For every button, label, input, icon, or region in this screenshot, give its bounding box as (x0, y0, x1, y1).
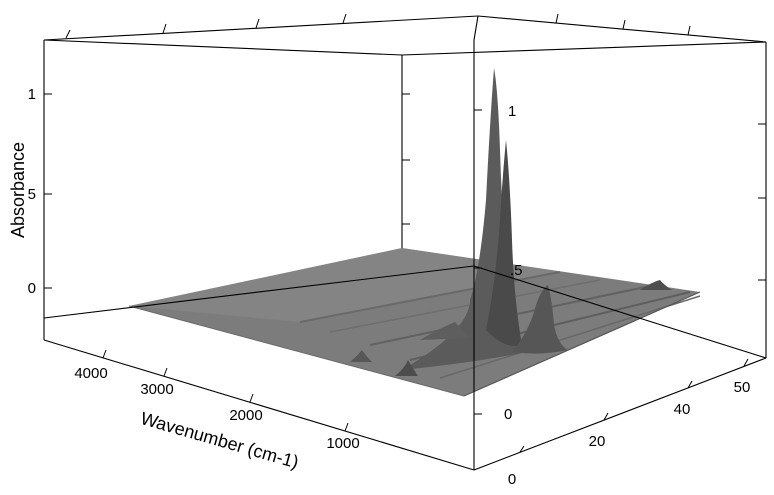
tick-label-x-3000: 3000 (140, 381, 173, 398)
back-wall-ticks (402, 93, 766, 281)
tick-label-x-2000: 2000 (229, 407, 262, 424)
x-axis-title: Wavenumber (cm-1) (138, 408, 301, 472)
peak-mark (486, 140, 522, 346)
peak-mark (512, 285, 568, 354)
peak-mark (640, 280, 672, 290)
tick-label-z-left-0: 0 (28, 280, 36, 297)
front-z-ticks (474, 109, 482, 415)
back-box-frame (43, 15, 767, 358)
peak-mark (395, 360, 418, 376)
tick-label-z-left-1: 1 (28, 86, 36, 103)
front-box-frame (43, 15, 767, 471)
tick-label-y-20: 20 (589, 433, 606, 450)
left-z-ticks (44, 93, 52, 289)
tick-label-y-0: 0 (508, 471, 516, 488)
tick-label-z-front-half: .5 (510, 262, 523, 279)
tick-label-x-1000: 1000 (326, 435, 359, 452)
tick-label-z-left-5: 5 (28, 186, 36, 203)
tick-label-y-50: 50 (734, 379, 751, 396)
z-axis-title: Absorbance (8, 142, 28, 238)
tick-label-x-4000: 4000 (74, 365, 107, 382)
peaks-layer (350, 68, 672, 376)
tick-label-z-front-0: 0 (504, 406, 512, 423)
peak-mark (350, 350, 372, 362)
x-axis-ticks (102, 349, 349, 432)
peak-mark (420, 322, 470, 340)
tick-label-z-front-1: 1 (508, 103, 516, 120)
y-axis-ticks (519, 358, 749, 453)
tick-label-y-40: 40 (674, 401, 691, 418)
top-edge-ticks (65, 13, 691, 39)
